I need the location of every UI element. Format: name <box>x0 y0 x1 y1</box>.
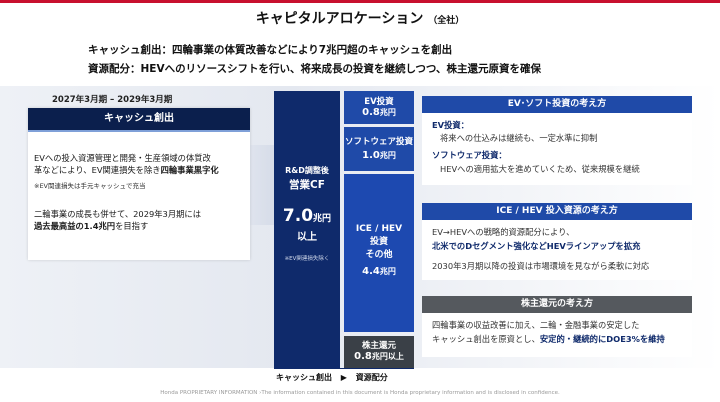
allocation-software-investment: ソフトウェア投資 1.0兆円 <box>344 127 414 171</box>
software-investment-policy-label: ソフトウェア投資： <box>432 150 507 160</box>
period-label: 2027年3月期 – 2029年3月期 <box>52 95 173 105</box>
ice-hev-label3: その他 <box>365 250 393 260</box>
ice-hev-number: 4.4 <box>362 266 380 277</box>
ice-hev-policy-header: ICE / HEV 投入資源の考え方 <box>422 203 692 220</box>
cash-creation-line4: 過去最高益の1.4兆円を目指す <box>34 220 246 232</box>
ice-hev-label2: 投資 <box>369 237 388 247</box>
cf-label-operating-cf: 営業CF <box>289 179 325 191</box>
cf-value-suffix: 以上 <box>297 232 317 243</box>
allocation-shareholder-return: 株主還元 0.8兆円以上 <box>344 336 414 368</box>
shareholder-return-label: 株主還元 <box>361 341 396 351</box>
ice-hev-policy-text1: EV→HEVへの戦略的資源配分により、 <box>432 227 575 237</box>
cash-creation-line2-prefix: 革などにより、EV関連損失を除き <box>34 165 161 175</box>
software-investment-unit: 兆円 <box>379 151 396 160</box>
allocation-ice-hev-investment: ICE / HEV 投資 その他 4.4兆円 <box>344 174 414 332</box>
cash-creation-line4-suffix: を目指す <box>115 221 149 231</box>
ev-investment-policy-text: 将来への仕込みは継続も、一定水準に抑制 <box>440 133 598 143</box>
shareholder-return-value: 0.8兆円以上 <box>344 351 414 362</box>
ice-hev-value: 4.4兆円 <box>344 266 414 277</box>
shareholder-policy-text1: 四輪事業の収益改善に加え、二輪・金融事業の安定した <box>432 320 640 330</box>
shareholder-policy-header: 株主還元の考え方 <box>422 296 692 313</box>
software-investment-policy-text: HEVへの適用拡大を進めていくため、従来規模を継続 <box>440 164 640 174</box>
shareholder-return-unit: 兆円 <box>371 352 388 361</box>
cf-value: 7.0兆円 <box>274 206 340 226</box>
page-title-main: キャピタルアロケーション <box>255 11 424 27</box>
cf-label-rd-adjusted: R&D調整後 <box>285 166 329 175</box>
summary-resource-allocation: 資源配分：HEVへのリソースシフトを行い、将来成長の投資を継続しつつ、株主還元原… <box>88 63 542 75</box>
flow-arrow-icon: ▶ <box>340 373 347 382</box>
cash-creation-line2-bold: 四輪事業黒字化 <box>160 165 219 175</box>
page-title-sub: （全社） <box>428 16 465 26</box>
shareholder-return-suffix: 以上 <box>387 352 404 361</box>
shareholder-policy-box: 株主還元の考え方 四輪事業の収益改善に加え、二輪・金融事業の安定した キャッシュ… <box>422 296 692 357</box>
cash-creation-line2: 革などにより、EV関連損失を除き四輪事業黒字化 <box>34 164 246 176</box>
cash-creation-note: ※EV関連損失は手元キャッシュで充当 <box>34 182 146 190</box>
ice-hev-unit: 兆円 <box>379 267 396 276</box>
allocation-ev-investment: EV投資 0.8兆円 <box>344 91 414 124</box>
ev-investment-unit: 兆円 <box>379 108 396 117</box>
ice-hev-policy-body: EV→HEVへの戦略的資源配分により、 北米でのDセグメント強化などHEVライン… <box>422 220 692 280</box>
footer-confidential-notice: Honda PROPRIETARY INFORMATION ›The infor… <box>160 390 560 396</box>
ev-investment-value: 0.8兆円 <box>344 107 414 118</box>
ev-investment-number: 0.8 <box>362 107 380 118</box>
ev-investment-label: EV投資 <box>364 97 394 107</box>
ev-software-policy-box: EV･ソフト投資の考え方 EV投資： 将来への仕込みは継続も、一定水準に抑制 ソ… <box>422 96 692 185</box>
cf-value-number: 7.0 <box>282 206 314 226</box>
ice-hev-label1: ICE / HEV <box>355 224 403 234</box>
ice-hev-policy-text3: 2030年3月期以降の投資は市場環境を見ながら柔軟に対応 <box>432 261 650 271</box>
cash-creation-line1: EVへの投入資源管理と開発・生産領域の体質改 <box>34 153 211 163</box>
summary-cash-creation: キャッシュ創出：四輪事業の体質改善などにより7兆円超のキャッシュを創出 <box>88 44 453 56</box>
shareholder-policy-text2-bold: 安定的・継続的にDOE3%を維持 <box>539 334 665 344</box>
flow-caption: キャッシュ創出 ▶ 資源配分 <box>276 372 388 383</box>
shareholder-policy-text2-prefix: キャッシュ創出を原資とし、 <box>432 334 540 344</box>
page-title: キャピタルアロケーション （全社） <box>0 8 720 28</box>
cash-creation-line4-bold: 過去最高益の1.4兆円 <box>34 221 116 231</box>
ev-software-policy-body: EV投資： 将来への仕込みは継続も、一定水準に抑制 ソフトウェア投資： HEVへ… <box>422 113 692 185</box>
shareholder-policy-text2: キャッシュ創出を原資とし、安定的・継続的にDOE3%を維持 <box>432 333 665 345</box>
ice-hev-policy-box: ICE / HEV 投入資源の考え方 EV→HEVへの戦略的資源配分により、 北… <box>422 203 692 280</box>
cf-note: ※EV関連損失除く <box>284 256 330 262</box>
flow-from-label: キャッシュ創出 <box>276 373 332 382</box>
ev-software-policy-header: EV･ソフト投資の考え方 <box>422 96 692 113</box>
software-investment-label: ソフトウェア投資 <box>344 137 413 147</box>
shareholder-policy-body: 四輪事業の収益改善に加え、二輪・金融事業の安定した キャッシュ創出を原資とし、安… <box>422 313 692 357</box>
top-accent-bar <box>0 0 720 3</box>
software-investment-number: 1.0 <box>362 150 380 161</box>
operating-cf-bar: R&D調整後 営業CF 7.0兆円 以上 ※EV関連損失除く <box>274 91 340 368</box>
cash-creation-line3: 二輪事業の成長も併せて、2029年3月期には <box>34 209 202 219</box>
ice-hev-policy-text2: 北米でのDセグメント強化などHEVラインアップを拡充 <box>432 241 641 251</box>
flow-to-label: 資源配分 <box>355 373 388 382</box>
ev-investment-policy-label: EV投資： <box>432 120 469 130</box>
cash-creation-header: キャッシュ創出 <box>28 108 250 132</box>
cash-creation-card: キャッシュ創出 EVへの投入資源管理と開発・生産領域の体質改 革などにより、EV… <box>28 108 250 260</box>
software-investment-value: 1.0兆円 <box>344 150 414 161</box>
shareholder-return-number: 0.8 <box>354 351 372 362</box>
cf-value-unit: 兆円 <box>313 214 332 224</box>
flow-underline <box>274 368 414 369</box>
